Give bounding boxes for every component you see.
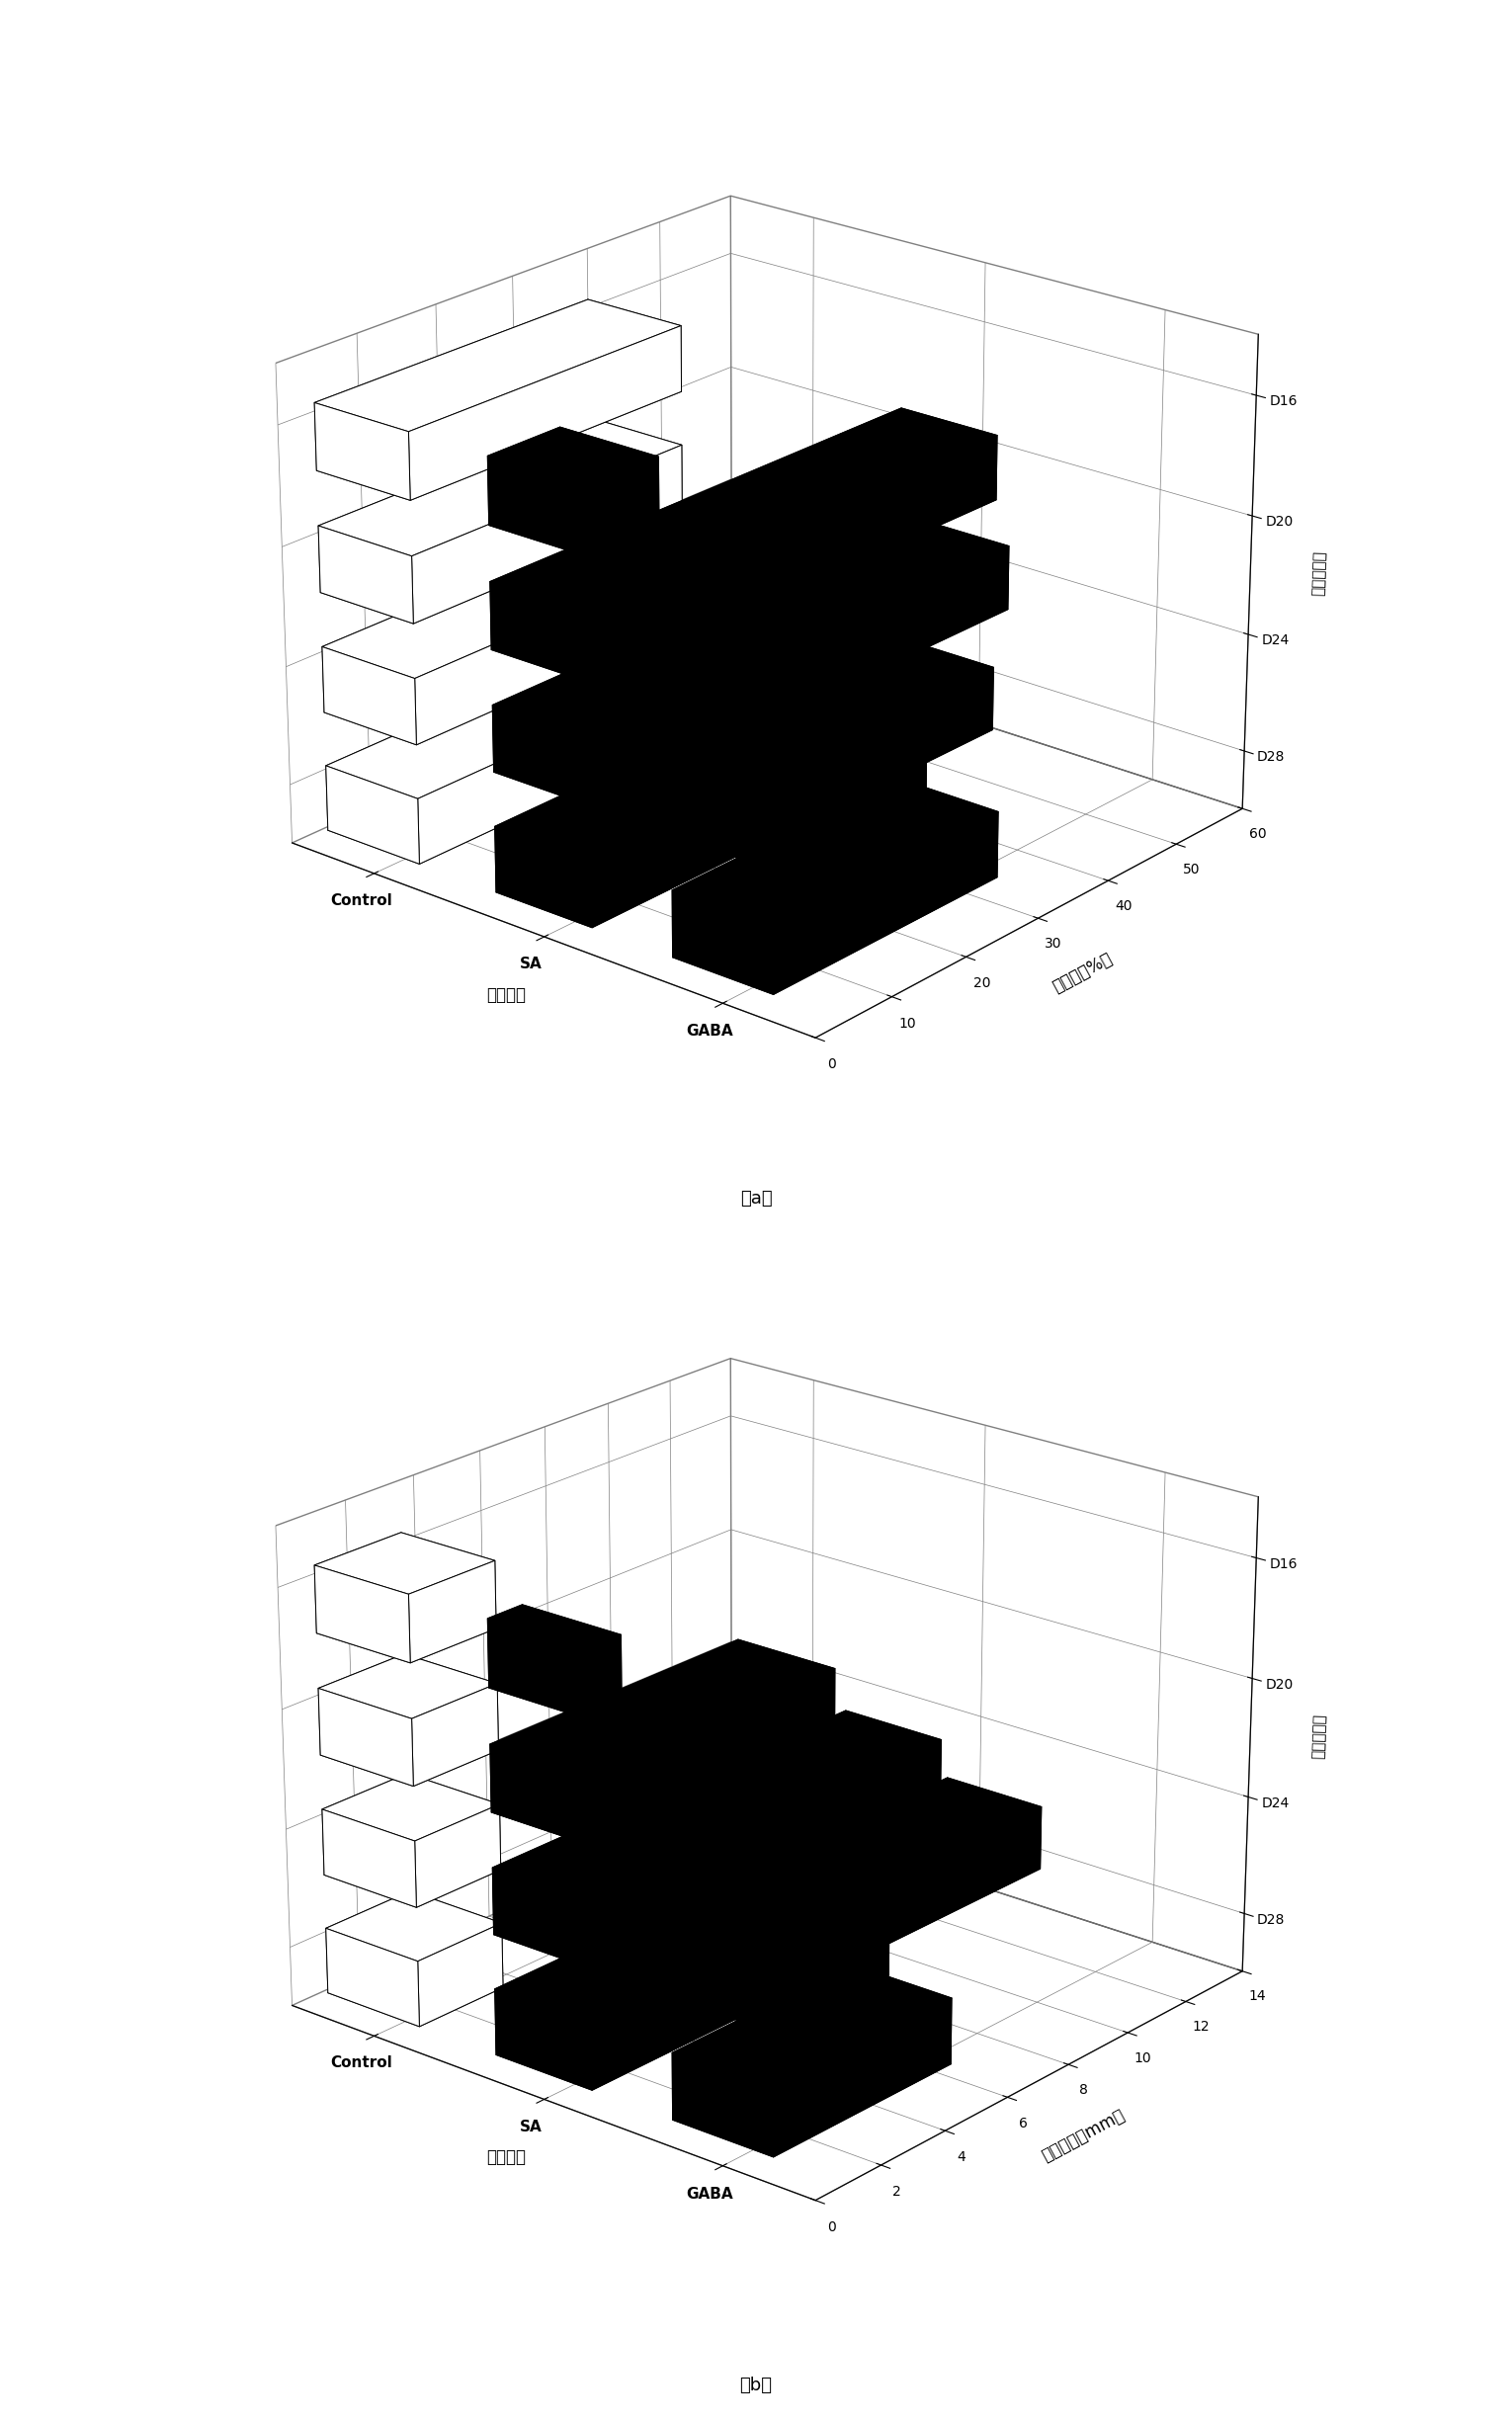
Y-axis label: 发病率（%）: 发病率（%） bbox=[1049, 949, 1116, 995]
Text: （b）: （b） bbox=[739, 2376, 773, 2395]
X-axis label: 不同处理: 不同处理 bbox=[487, 986, 526, 1003]
X-axis label: 不同处理: 不同处理 bbox=[487, 2148, 526, 2165]
Text: （a）: （a） bbox=[739, 1189, 773, 1209]
Y-axis label: 病斌直径（mm）: 病斌直径（mm） bbox=[1039, 2105, 1128, 2165]
